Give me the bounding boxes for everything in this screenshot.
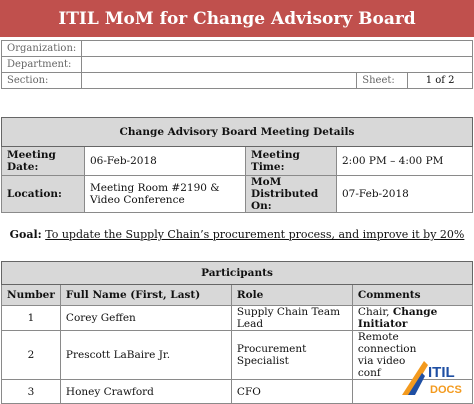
department-label: Department:	[0, 56, 83, 73]
participant-comment: Remote connection via video conf	[351, 330, 474, 380]
department-value[interactable]	[81, 56, 473, 73]
meeting-time-label: Meeting Time:	[245, 146, 337, 176]
section-label: Section:	[0, 72, 83, 89]
table-row: 2 Prescott LaBaire Jr. Procurement Speci…	[1, 330, 474, 380]
participant-name: Corey Geffen	[59, 305, 232, 331]
participant-number: 2	[1, 330, 61, 380]
col-full-name: Full Name (First, Last)	[59, 284, 232, 306]
meeting-row-1: Meeting Date: 06-Feb-2018 Meeting Time: …	[1, 146, 473, 176]
comment-bold: Change Initiator	[357, 306, 438, 330]
sheet-label: Sheet:	[356, 72, 409, 89]
meeting-time-value: 2:00 PM – 4:00 PM	[336, 146, 473, 176]
document-title: ITIL MoM for Change Advisory Board	[0, 0, 474, 37]
participant-name: Prescott LaBaire Jr.	[59, 330, 232, 380]
table-row: 1 Corey Geffen Supply Chain Team Lead Ch…	[1, 305, 474, 331]
participant-role: Supply Chain Team Lead	[230, 305, 353, 331]
organization-info-table: Organization: Department: Section: Sheet…	[0, 40, 473, 89]
department-row: Department:	[0, 56, 473, 73]
location-value: Meeting Room #2190 & Video Conference	[84, 175, 246, 213]
participants-heading: Participants	[1, 261, 473, 285]
goal-statement: Goal: To update the Supply Chain’s procu…	[9, 228, 465, 241]
comment-plain: Chair,	[357, 306, 393, 318]
meeting-row-2: Location: Meeting Room #2190 & Video Con…	[1, 175, 473, 213]
organization-row: Organization:	[0, 40, 473, 57]
sheet-value: 1 of 2	[407, 72, 473, 89]
logo-text-docs: DOCS	[430, 384, 462, 396]
participant-role: CFO	[230, 379, 353, 404]
goal-label: Goal	[9, 228, 38, 241]
distributed-label: MoM Distributed On:	[245, 175, 337, 213]
meeting-details-heading: Change Advisory Board Meeting Details	[1, 117, 473, 147]
comment-plain: Remote connection via video conf	[357, 331, 417, 379]
logo-text-itil: ITIL	[428, 364, 455, 381]
section-value[interactable]	[81, 72, 358, 89]
participant-role: Procurement Specialist	[230, 330, 353, 380]
participants-header-row: Number Full Name (First, Last) Role Comm…	[1, 284, 474, 306]
meeting-details-table: Change Advisory Board Meeting Details Me…	[1, 117, 473, 213]
organization-label: Organization:	[0, 40, 83, 57]
distributed-value: 07-Feb-2018	[336, 175, 473, 213]
participant-number: 3	[1, 379, 61, 404]
meeting-date-value: 06-Feb-2018	[84, 146, 246, 176]
location-label: Location:	[1, 175, 85, 213]
participants-table: Participants Number Full Name (First, La…	[1, 261, 474, 404]
participant-comment: Chair, Change Initiator	[351, 305, 474, 331]
itil-docs-logo: ITIL DOCS	[402, 361, 462, 396]
organization-value[interactable]	[81, 40, 473, 57]
col-comments: Comments	[351, 284, 474, 306]
col-number: Number	[1, 284, 61, 306]
participant-name: Honey Crawford	[59, 379, 232, 404]
meeting-date-label: Meeting Date:	[1, 146, 85, 176]
participant-number: 1	[1, 305, 61, 331]
goal-text: To update the Supply Chain’s procurement…	[45, 228, 465, 241]
section-row: Section: Sheet: 1 of 2	[0, 72, 473, 89]
col-role: Role	[230, 284, 353, 306]
